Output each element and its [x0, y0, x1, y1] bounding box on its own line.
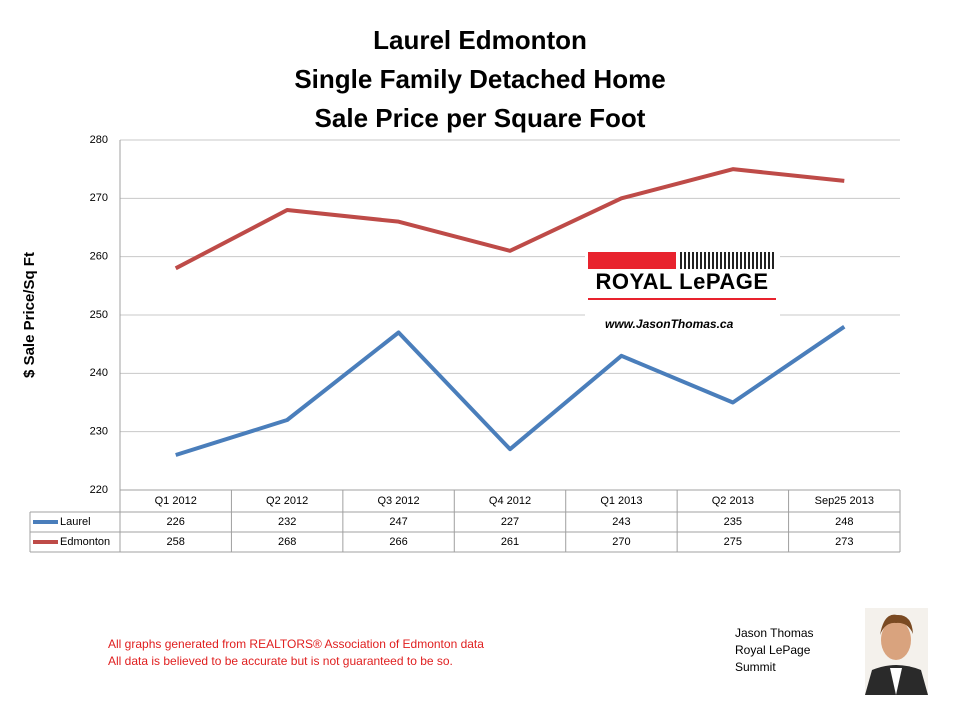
- y-tick-label: 270: [90, 192, 108, 204]
- signature-line: Jason Thomas: [735, 626, 814, 640]
- photo: [865, 608, 928, 695]
- legend-label: Laurel: [60, 516, 91, 528]
- table-value: 275: [724, 536, 742, 548]
- legend-label: Edmonton: [60, 536, 110, 548]
- stripe: [692, 252, 694, 269]
- x-tick-label: Q4 2012: [489, 495, 531, 507]
- x-tick-label: Q2 2013: [712, 495, 754, 507]
- stripe: [744, 252, 746, 269]
- stripe: [700, 252, 702, 269]
- logo-text: ROYAL LePAGE: [595, 269, 768, 294]
- table-value: 227: [501, 516, 519, 528]
- stripe: [740, 252, 742, 269]
- x-tick-label: Q1 2012: [155, 495, 197, 507]
- logo-red-bar: [588, 252, 676, 269]
- y-tick-label: 230: [90, 426, 108, 438]
- table-value: 268: [278, 536, 296, 548]
- signature-line: Royal LePage: [735, 643, 811, 657]
- table-value: 273: [835, 536, 853, 548]
- chart-title: Laurel Edmonton: [373, 25, 587, 55]
- stripe: [728, 252, 730, 269]
- photo-shirt: [890, 668, 902, 695]
- stripe: [712, 252, 714, 269]
- table-value: 247: [389, 516, 407, 528]
- photo-hair: [880, 614, 913, 635]
- signature-line: Summit: [735, 660, 776, 674]
- stripe: [772, 252, 774, 269]
- y-tick-label: 240: [90, 367, 108, 379]
- y-tick-label: 220: [90, 484, 108, 496]
- footer-line: All graphs generated from REALTORS® Asso…: [108, 637, 484, 651]
- stripe: [708, 252, 710, 269]
- stripe: [704, 252, 706, 269]
- stripe: [768, 252, 770, 269]
- stripe: [760, 252, 762, 269]
- x-tick-label: Q2 2012: [266, 495, 308, 507]
- website: www.JasonThomas.ca: [605, 317, 734, 331]
- stripe: [756, 252, 758, 269]
- logo-underline: [588, 298, 776, 300]
- table-value: 235: [724, 516, 742, 528]
- x-tick-label: Sep25 2013: [815, 495, 874, 507]
- y-tick-label: 260: [90, 251, 108, 263]
- table-value: 243: [612, 516, 630, 528]
- stripe: [764, 252, 766, 269]
- chart-title: Single Family Detached Home: [294, 64, 665, 94]
- y-tick-label: 250: [90, 309, 108, 321]
- stripe: [720, 252, 722, 269]
- chart-title: Sale Price per Square Foot: [315, 103, 646, 133]
- stripe: [716, 252, 718, 269]
- logo-stripes: [680, 252, 774, 269]
- stripe: [748, 252, 750, 269]
- x-tick-label: Q3 2012: [377, 495, 419, 507]
- footer-line: All data is believed to be accurate but …: [108, 654, 453, 668]
- series-line: [175, 325, 846, 457]
- x-tick-label: Q1 2013: [600, 495, 642, 507]
- logo: ROYAL LePAGE www.JasonThomas.ca: [585, 250, 780, 331]
- table-value: 232: [278, 516, 296, 528]
- series-line: [174, 167, 845, 271]
- table-value: 248: [835, 516, 853, 528]
- stripe: [696, 252, 698, 269]
- stripe: [724, 252, 726, 269]
- y-tick-label: 280: [90, 134, 108, 146]
- stripe: [752, 252, 754, 269]
- photo-face: [881, 620, 911, 660]
- table-value: 258: [167, 536, 185, 548]
- y-axis-label: $ Sale Price/Sq Ft: [21, 252, 38, 378]
- table-value: 270: [612, 536, 630, 548]
- stripe: [736, 252, 738, 269]
- table-value: 226: [167, 516, 185, 528]
- stripe: [732, 252, 734, 269]
- stripe: [680, 252, 682, 269]
- table-value: 266: [389, 536, 407, 548]
- stripe: [684, 252, 686, 269]
- table-value: 261: [501, 536, 519, 548]
- stripe: [688, 252, 690, 269]
